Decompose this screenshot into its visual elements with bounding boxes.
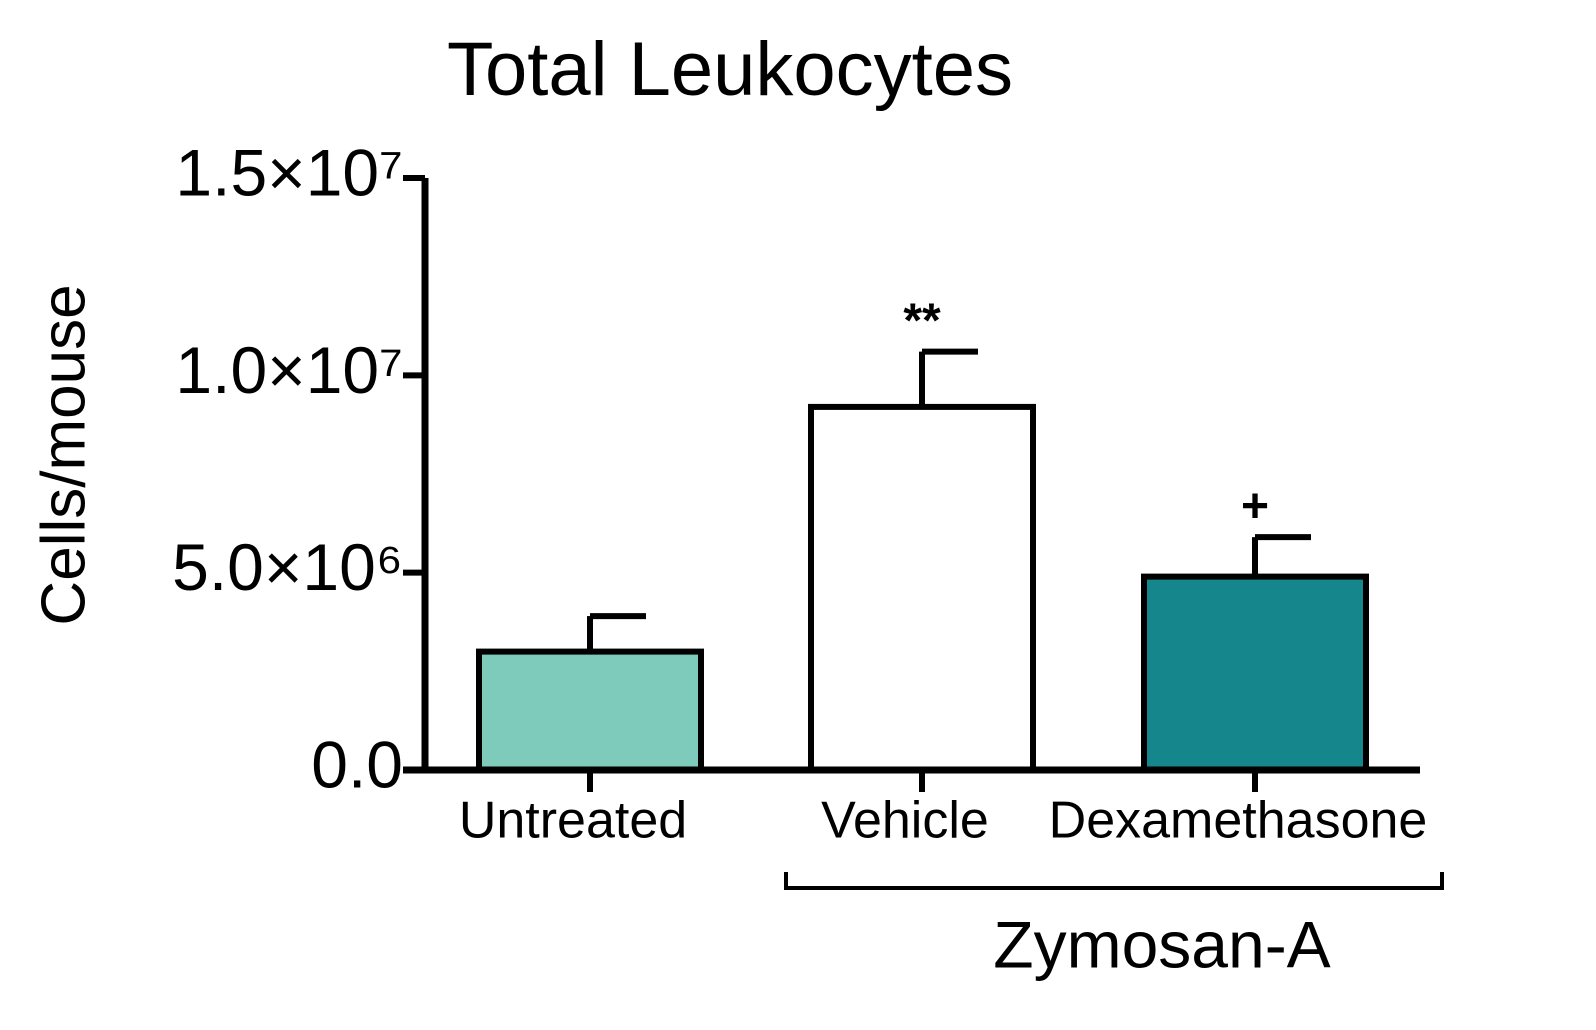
bar bbox=[1141, 573, 1369, 774]
y-tick-label: 5.0×10⁶ bbox=[172, 530, 403, 604]
group-label: Zymosan-A bbox=[993, 907, 1330, 981]
y-tick-label: 1.5×10⁷ bbox=[175, 135, 403, 209]
group-bracket bbox=[784, 872, 1444, 890]
bar bbox=[476, 648, 704, 773]
significance-label: ** bbox=[903, 294, 941, 347]
significance-label: + bbox=[1241, 480, 1269, 533]
chart-title: Total Leukocytes bbox=[447, 27, 1013, 112]
x-tick-label: Vehicle bbox=[821, 792, 989, 850]
y-tick-label: 1.0×10⁷ bbox=[175, 333, 403, 407]
y-axis-label: Cells/mouse bbox=[29, 284, 98, 625]
x-tick-label: Untreated bbox=[459, 792, 687, 850]
bar bbox=[808, 403, 1036, 773]
x-tick-label: Dexamethasone bbox=[1049, 792, 1428, 850]
y-tick-label: 0.0 bbox=[311, 727, 403, 801]
